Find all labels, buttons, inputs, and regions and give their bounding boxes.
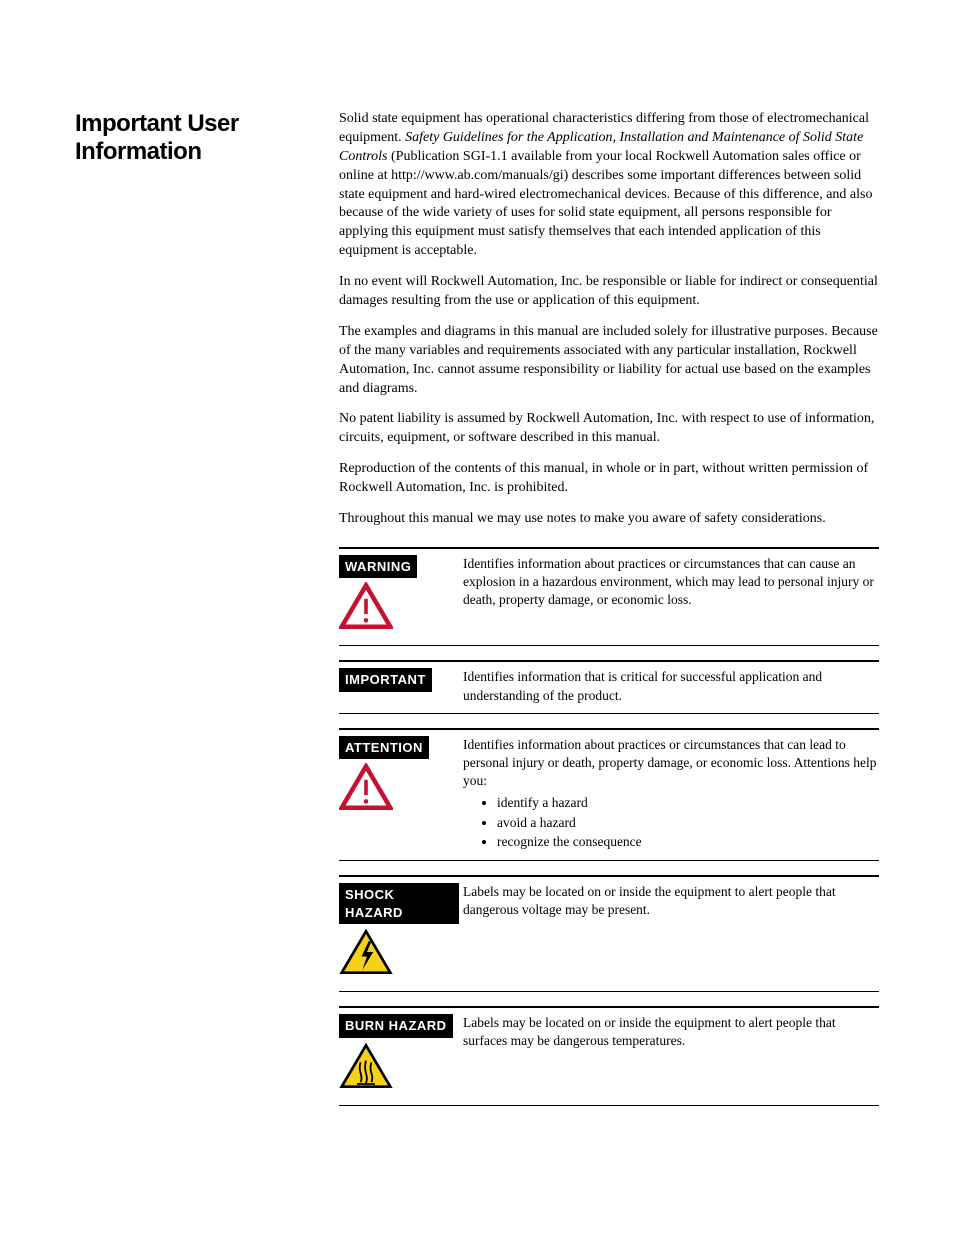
notice-important: IMPORTANT Identifies information that is…: [339, 660, 879, 713]
notice-burn: BURN HAZARD Labels may be located on or …: [339, 1006, 879, 1105]
warning-text: Identifies information about practices o…: [459, 555, 879, 610]
notice-attention: ATTENTION Identifies information about p…: [339, 728, 879, 861]
warning-label: WARNING: [339, 555, 417, 579]
paragraph-5: Reproduction of the contents of this man…: [339, 460, 879, 498]
attention-bullet-3: recognize the consequence: [497, 833, 879, 851]
attention-text-block: Identifies information about practices o…: [459, 736, 879, 852]
attention-bullets: identify a hazard avoid a hazard recogni…: [497, 794, 879, 851]
shock-triangle-icon: [339, 928, 393, 976]
shock-text: Labels may be located on or inside the e…: [459, 883, 879, 919]
paragraph-6: Throughout this manual we may use notes …: [339, 510, 879, 529]
p1-part-b: (Publication SGI-1.1 available from your…: [339, 149, 872, 258]
section-heading: Important User Information: [75, 110, 339, 166]
attention-text: Identifies information about practices o…: [463, 737, 877, 788]
attention-triangle-icon: [339, 763, 393, 811]
attention-bullet-1: identify a hazard: [497, 794, 879, 812]
body-column: Solid state equipment has operational ch…: [339, 110, 879, 1120]
notices-list: WARNING Identifies information about pra…: [339, 547, 879, 1106]
important-label: IMPORTANT: [339, 668, 432, 692]
paragraph-3: The examples and diagrams in this manual…: [339, 323, 879, 399]
burn-triangle-icon: [339, 1042, 393, 1090]
shock-label: SHOCK HAZARD: [339, 883, 459, 924]
burn-label: BURN HAZARD: [339, 1014, 453, 1038]
paragraph-1: Solid state equipment has operational ch…: [339, 110, 879, 261]
paragraph-2: In no event will Rockwell Automation, In…: [339, 273, 879, 311]
notice-shock: SHOCK HAZARD Labels may be located on or…: [339, 875, 879, 992]
attention-bullet-2: avoid a hazard: [497, 814, 879, 832]
warning-triangle-icon: [339, 582, 393, 630]
important-text: Identifies information that is critical …: [459, 668, 879, 704]
notice-warning: WARNING Identifies information about pra…: [339, 547, 879, 646]
attention-label: ATTENTION: [339, 736, 429, 760]
burn-text: Labels may be located on or inside the e…: [459, 1014, 879, 1050]
paragraph-4: No patent liability is assumed by Rockwe…: [339, 410, 879, 448]
